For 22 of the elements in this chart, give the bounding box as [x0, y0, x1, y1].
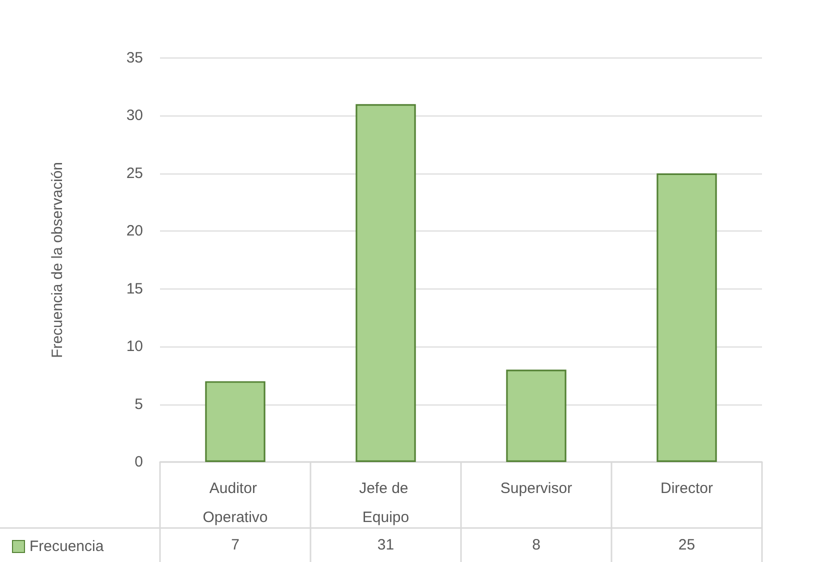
x-tick-label: Supervisor — [500, 480, 572, 497]
legend-label: Frecuencia — [30, 538, 104, 555]
data-label: 25 — [678, 536, 696, 554]
x-tick-label: Director — [660, 480, 714, 497]
y-tick-label: 30 — [126, 107, 143, 124]
bar — [506, 370, 566, 462]
y-axis-title: Frecuencia de la observación — [49, 162, 66, 358]
bar — [356, 104, 416, 462]
y-tick-label: 0 — [134, 454, 143, 470]
bar — [205, 381, 266, 462]
x-tick-label: Jefe de Equipo — [359, 480, 412, 526]
y-tick-label: 15 — [126, 280, 143, 298]
y-tick-label: 25 — [126, 164, 143, 182]
data-label: 8 — [532, 536, 540, 554]
data-label: 31 — [377, 536, 394, 554]
x-tick-label: Auditor Operativo — [202, 480, 268, 526]
y-tick-label: 5 — [134, 396, 143, 413]
y-tick-label: 10 — [126, 338, 143, 356]
data-label: 7 — [231, 536, 240, 554]
bar — [656, 173, 717, 462]
y-tick-label: 35 — [126, 50, 143, 66]
y-tick-label: 20 — [126, 222, 143, 240]
